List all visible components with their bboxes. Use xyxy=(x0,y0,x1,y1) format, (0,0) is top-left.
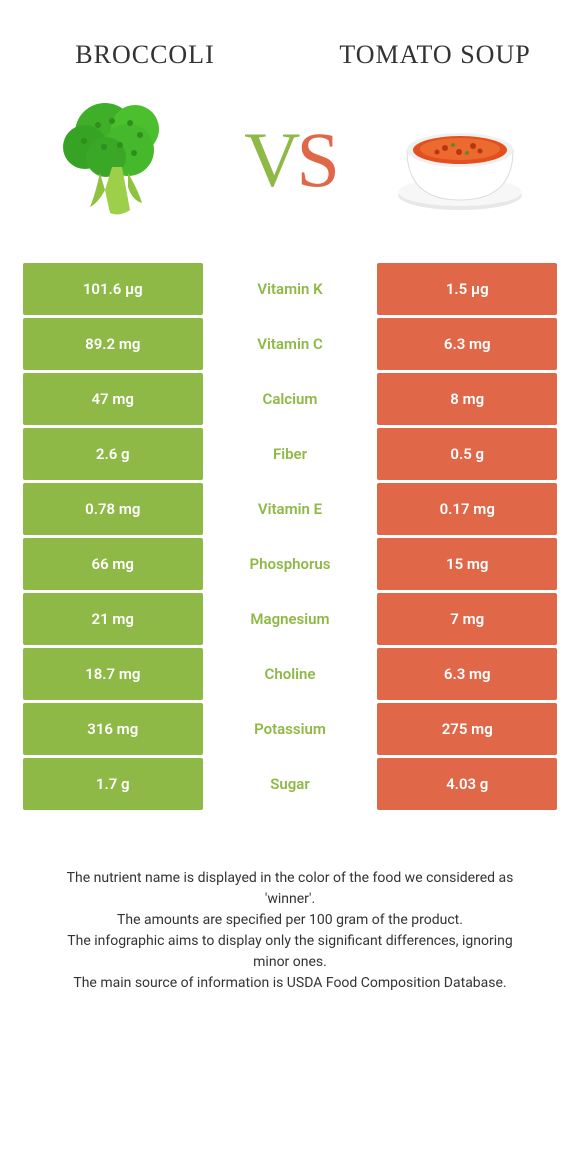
nutrient-name-cell: Potassium xyxy=(206,703,375,755)
nutrient-name-cell: Sugar xyxy=(206,758,375,810)
tomato-soup-icon xyxy=(385,95,535,225)
nutrient-name-cell: Magnesium xyxy=(206,593,375,645)
right-value-cell: 8 mg xyxy=(377,373,557,425)
nutrient-name-cell: Vitamin E xyxy=(206,483,375,535)
right-value-cell: 7 mg xyxy=(377,593,557,645)
left-value-cell: 89.2 mg xyxy=(23,318,203,370)
nutrient-table: 101.6 µgVitamin K1.5 µg89.2 mgVitamin C6… xyxy=(20,260,560,813)
table-row: 0.78 mgVitamin E0.17 mg xyxy=(23,483,557,535)
nutrient-name-cell: Calcium xyxy=(206,373,375,425)
right-value-cell: 15 mg xyxy=(377,538,557,590)
table-row: 47 mgCalcium8 mg xyxy=(23,373,557,425)
footer-note-line: The nutrient name is displayed in the co… xyxy=(50,868,530,910)
left-value-cell: 47 mg xyxy=(23,373,203,425)
infographic-container: Broccoli Tomato Soup xyxy=(0,0,580,1174)
footer-notes: The nutrient name is displayed in the co… xyxy=(20,868,560,994)
hero-row: VS xyxy=(20,70,560,260)
nutrient-name-cell: Vitamin K xyxy=(206,263,375,315)
left-value-cell: 101.6 µg xyxy=(23,263,203,315)
title-row: Broccoli Tomato Soup xyxy=(20,40,560,70)
nutrient-name-cell: Fiber xyxy=(206,428,375,480)
right-value-cell: 4.03 g xyxy=(377,758,557,810)
table-row: 316 mgPotassium275 mg xyxy=(23,703,557,755)
table-row: 18.7 mgCholine6.3 mg xyxy=(23,648,557,700)
right-value-cell: 1.5 µg xyxy=(377,263,557,315)
footer-note-line: The infographic aims to display only the… xyxy=(50,931,530,973)
right-value-cell: 0.5 g xyxy=(377,428,557,480)
left-value-cell: 316 mg xyxy=(23,703,203,755)
right-value-cell: 0.17 mg xyxy=(377,483,557,535)
table-row: 2.6 gFiber0.5 g xyxy=(23,428,557,480)
left-food-title: Broccoli xyxy=(45,40,245,70)
left-value-cell: 66 mg xyxy=(23,538,203,590)
right-food-title: Tomato Soup xyxy=(335,40,535,70)
nutrient-name-cell: Choline xyxy=(206,648,375,700)
vs-label: VS xyxy=(244,121,336,199)
footer-note-line: The amounts are specified per 100 gram o… xyxy=(50,910,530,931)
vs-s: S xyxy=(296,116,335,203)
nutrient-name-cell: Phosphorus xyxy=(206,538,375,590)
table-row: 66 mgPhosphorus15 mg xyxy=(23,538,557,590)
left-value-cell: 1.7 g xyxy=(23,758,203,810)
broccoli-icon xyxy=(45,95,195,225)
table-row: 89.2 mgVitamin C6.3 mg xyxy=(23,318,557,370)
table-row: 1.7 gSugar4.03 g xyxy=(23,758,557,810)
footer-note-line: The main source of information is USDA F… xyxy=(50,973,530,994)
vs-v: V xyxy=(244,116,296,203)
nutrient-name-cell: Vitamin C xyxy=(206,318,375,370)
left-value-cell: 21 mg xyxy=(23,593,203,645)
right-value-cell: 275 mg xyxy=(377,703,557,755)
table-row: 101.6 µgVitamin K1.5 µg xyxy=(23,263,557,315)
right-value-cell: 6.3 mg xyxy=(377,648,557,700)
left-value-cell: 18.7 mg xyxy=(23,648,203,700)
table-row: 21 mgMagnesium7 mg xyxy=(23,593,557,645)
left-value-cell: 2.6 g xyxy=(23,428,203,480)
left-value-cell: 0.78 mg xyxy=(23,483,203,535)
right-value-cell: 6.3 mg xyxy=(377,318,557,370)
